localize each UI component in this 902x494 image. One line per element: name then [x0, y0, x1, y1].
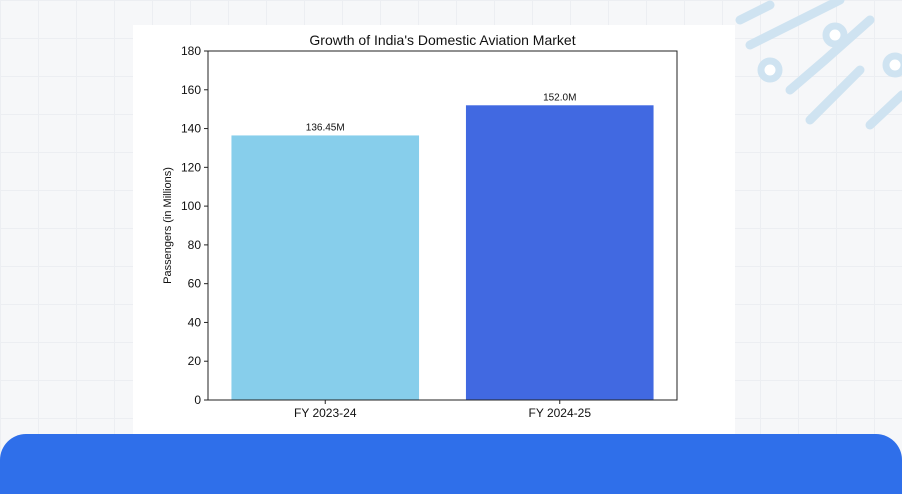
y-tick-label: 20: [188, 354, 202, 368]
x-tick-label: FY 2023-24: [294, 406, 357, 420]
y-tick-label: 140: [181, 122, 201, 136]
chart-card: Growth of India's Domestic Aviation Mark…: [133, 25, 735, 435]
y-tick-label: 120: [181, 160, 201, 174]
bar: [231, 135, 420, 401]
bottom-banner: [0, 434, 902, 494]
plot-frame: [207, 50, 678, 401]
chart-title: Growth of India's Domestic Aviation Mark…: [309, 32, 575, 48]
bar-chart: Growth of India's Domestic Aviation Mark…: [162, 32, 678, 420]
y-tick-label: 100: [181, 199, 201, 213]
y-tick-label: 0: [194, 393, 201, 407]
y-tick-label: 160: [181, 83, 201, 97]
data-label: 136.45M: [306, 122, 345, 133]
y-axis-label: Passengers (in Millions): [162, 167, 174, 284]
y-tick-label: 80: [188, 238, 202, 252]
circuit-decoration: [735, 0, 902, 130]
y-tick-label: 40: [188, 315, 202, 329]
y-tick-label: 60: [188, 277, 202, 291]
x-tick-label: FY 2024-25: [529, 406, 592, 420]
data-label: 152.0M: [543, 92, 576, 103]
y-tick-label: 180: [181, 44, 201, 58]
bar: [465, 105, 654, 401]
